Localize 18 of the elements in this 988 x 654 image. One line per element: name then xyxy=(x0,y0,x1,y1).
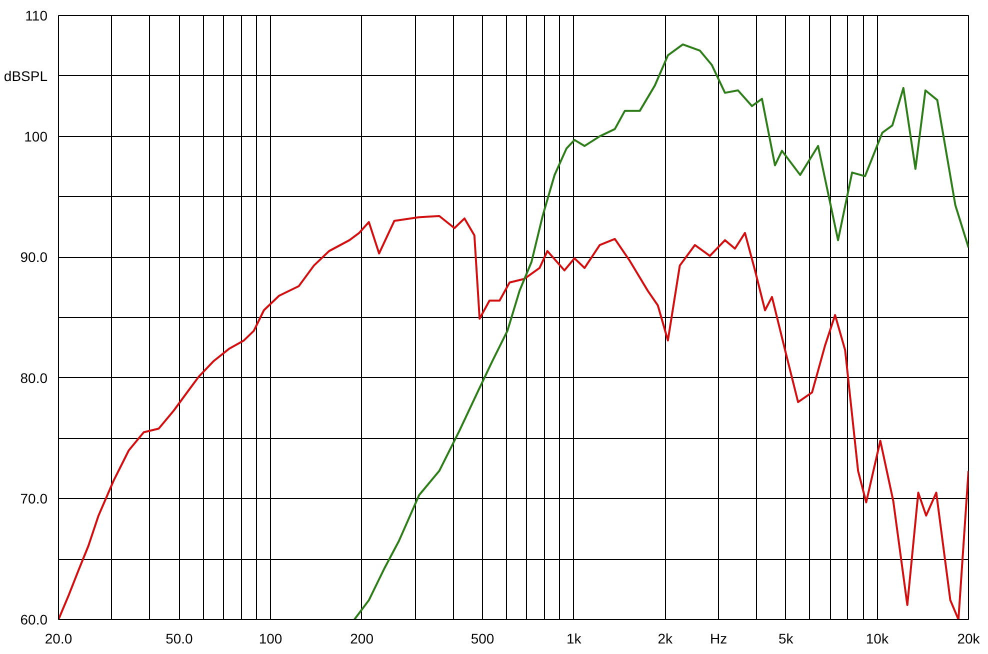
y-tick-label: 100 xyxy=(24,128,48,144)
x-tick-label: 2k xyxy=(658,630,674,646)
y-tick-label: 110 xyxy=(25,8,48,24)
x-tick-label: 100 xyxy=(258,630,282,646)
y-tick-label: 70.0 xyxy=(20,490,48,507)
x-tick-label: 5k xyxy=(778,630,794,646)
y-tick-label: 80.0 xyxy=(20,370,48,386)
x-tick-label: 1k xyxy=(566,630,582,646)
x-tick-label: 200 xyxy=(350,630,374,646)
x-tick-label: 20.0 xyxy=(44,630,72,646)
y-tick-label: 90.0 xyxy=(20,249,48,266)
y-tick-label: 60.0 xyxy=(20,612,48,628)
x-tick-label: Hz xyxy=(710,630,728,646)
x-tick-label: 10k xyxy=(866,630,890,646)
x-tick-label: 500 xyxy=(470,630,494,646)
y-tick-label: dBSPL xyxy=(4,68,48,84)
x-tick-label: 50.0 xyxy=(166,630,194,646)
x-tick-label: 20k xyxy=(957,630,981,646)
